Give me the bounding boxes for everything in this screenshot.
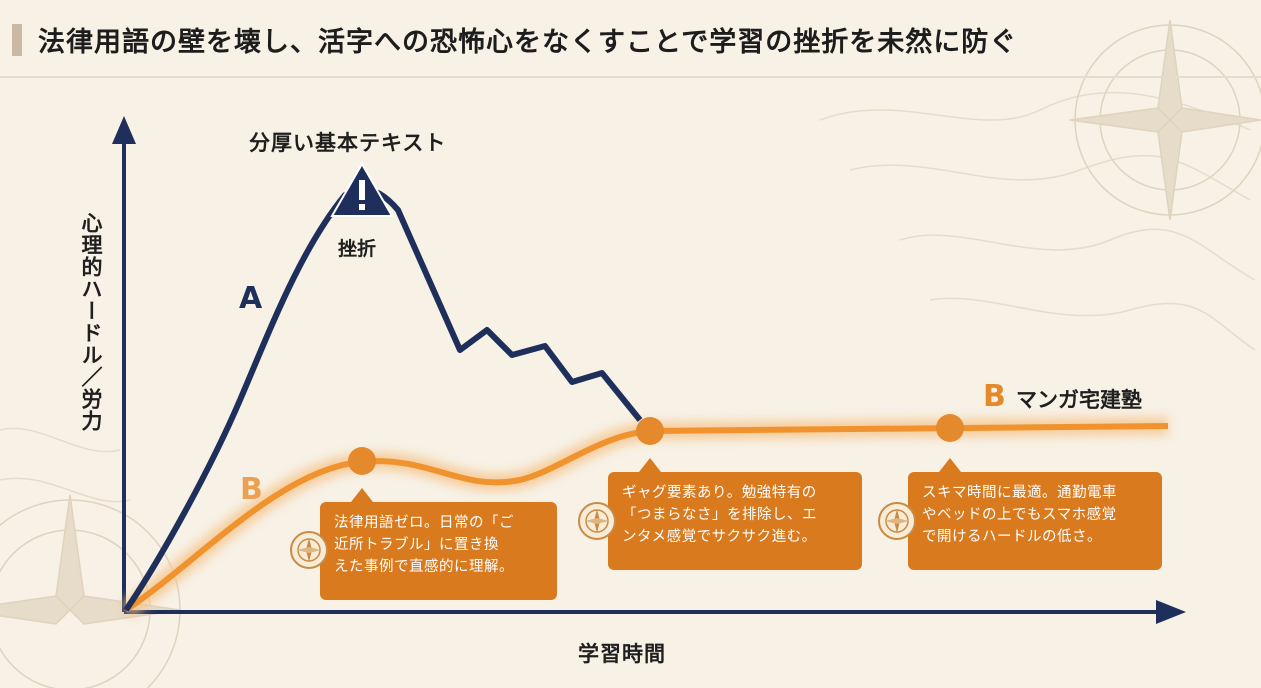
compass-icon	[578, 502, 616, 540]
x-axis	[124, 600, 1186, 624]
callout-2-line-1: ギャグ要素あり。勉強特有の	[622, 485, 817, 501]
milestone-dot-2	[636, 417, 664, 445]
milestone-dot-3	[936, 414, 964, 442]
y-axis	[112, 116, 136, 612]
fail-label: 挫折	[338, 238, 377, 260]
legend-b-letter: B	[983, 379, 1006, 414]
peak-label: 分厚い基本テキスト	[249, 131, 447, 155]
curve-b	[120, 417, 1169, 618]
milestone-dot-1	[348, 447, 376, 475]
callout-3-pointer	[939, 458, 961, 472]
x-axis-label: 学習時間	[578, 642, 666, 666]
y-axis-label: 心理的ハードル／労力	[79, 212, 103, 432]
title-accent-bar	[12, 24, 22, 56]
title-divider	[0, 76, 1261, 78]
callout-2-line-2: 「つまらなさ」を排除し、エ	[622, 507, 817, 523]
callout-3-line-3: で開けるハードルの低さ。	[922, 529, 1102, 545]
callout-1-pointer	[351, 488, 373, 502]
callout-1-line-1: 法律用語ゼロ。日常の「ご	[334, 515, 514, 531]
callout-1: 法律用語ゼロ。日常の「ご 近所トラブル」に置き換 えた事例で直感的に理解。	[320, 502, 557, 600]
warning-icon	[330, 161, 394, 217]
compass-icon	[878, 502, 916, 540]
header: 法律用語の壁を壊し、活字への恐怖心をなくすことで学習の挫折を未然に防ぐ	[0, 18, 1261, 62]
curve-a	[123, 186, 643, 612]
callout-2: ギャグ要素あり。勉強特有の 「つまらなさ」を排除し、エ ンタメ感覚でサクサク進む…	[608, 472, 862, 570]
compass-icon	[290, 531, 328, 569]
compass-rose-top-right	[1069, 19, 1261, 221]
callout-1-line-2: 近所トラブル」に置き換	[334, 537, 499, 553]
callout-1-line-3: えた事例で直感的に理解。	[334, 559, 514, 575]
legend-b-name: マンガ宅建塾	[1016, 388, 1142, 412]
page-title: 法律用語の壁を壊し、活字への恐怖心をなくすことで学習の挫折を未然に防ぐ	[38, 27, 1018, 58]
callout-2-line-3: ンタメ感覚でサクサク進む。	[622, 529, 817, 545]
callout-2-pointer	[639, 458, 661, 472]
callout-3-line-1: スキマ時間に最適。通勤電車	[922, 485, 1117, 501]
callout-3-line-2: やベッドの上でもスマホ感覚	[922, 507, 1117, 523]
curve-a-letter: A	[239, 281, 263, 316]
callout-3: スキマ時間に最適。通勤電車 やベッドの上でもスマホ感覚 で開けるハードルの低さ。	[908, 472, 1162, 570]
curve-b-letter: B	[240, 472, 263, 507]
